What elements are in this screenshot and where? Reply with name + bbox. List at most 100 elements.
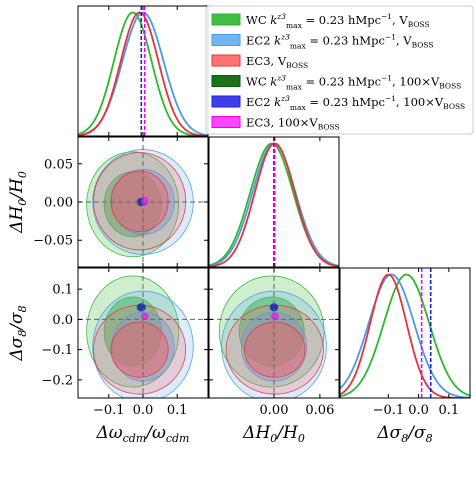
axis-label-part: ΔH: [7, 205, 27, 234]
axis-label-part: Δσ: [7, 336, 27, 361]
x-axis-label-text: Δωcdm/ωcdm: [95, 423, 189, 445]
axis-label-part: 8: [426, 432, 433, 445]
y-tick-label: 0.00: [44, 196, 73, 211]
legend-label-part: BOSS: [286, 61, 308, 70]
legend-label-part: max: [286, 21, 303, 30]
legend-label-part: hMpc: [352, 34, 385, 48]
contour-95-series-0: [86, 151, 180, 258]
legend-label-part: BOSS: [408, 20, 430, 29]
contour-68-series-2: [110, 321, 169, 378]
y-axis-label-text: ΔH0/H0: [7, 171, 29, 234]
legend-label-part: max: [290, 103, 307, 112]
legend-label-part: V: [277, 54, 287, 68]
panel-1d-H0: [209, 137, 339, 267]
legend-label-part: max: [290, 42, 307, 51]
legend-box: [205, 5, 474, 135]
legend-label-series-2: EC3, VBOSS: [246, 54, 308, 70]
x-axis-label-text: Δσ8/σ8: [376, 423, 432, 445]
x-tick-label: −0.1: [373, 403, 405, 418]
posterior-curve-series-0: [78, 11, 208, 136]
legend-label-part: hMpc: [348, 13, 381, 27]
axis-label-part: ΔH: [242, 423, 271, 443]
legend-label-part: −1: [381, 74, 392, 83]
panel-2d-omega_cdm-H0: [78, 137, 208, 267]
y-axis-label-text: Δσ8/σ8: [7, 305, 29, 361]
posterior-curve-series-1: [340, 273, 470, 398]
panel-1d-omega_cdm: [78, 6, 208, 136]
legend-swatch-series-1: [211, 34, 241, 46]
axis-label-part: /ω: [144, 423, 166, 443]
contour-68-series-0: [238, 296, 305, 367]
axis-label-part: 8: [401, 432, 408, 445]
axis-label-part: 0: [16, 199, 29, 206]
legend-label-part: BOSS: [318, 123, 340, 132]
x-tick-label: 0.00: [260, 403, 289, 418]
contour-68-series-5: [272, 314, 278, 319]
legend-swatch-series-2: [211, 54, 241, 67]
legend-label-series-0: WC kz3max = 0.23 hMpc−1, VBOSS: [246, 12, 430, 30]
posterior-curve-series-2: [340, 273, 470, 398]
axis-label-part: 0: [16, 171, 29, 178]
legend-label-part: z3: [276, 74, 286, 83]
x-tick-label: −0.1: [93, 403, 125, 418]
legend-label-part: 100×V: [278, 116, 319, 130]
legend-label-part: , V: [392, 13, 408, 27]
legend-label-part: −1: [385, 94, 396, 103]
axis-label-part: cdm: [123, 432, 147, 445]
legend-label-part: z3: [280, 33, 290, 42]
legend-label-series-5: EC3, 100×VBOSS: [246, 116, 340, 132]
contour-95-series-0: [218, 275, 325, 388]
legend-label-part: z3: [280, 94, 290, 103]
contour-95-series-0: [86, 275, 180, 388]
legend-label-part: WC: [246, 75, 270, 89]
x-axis-label-sigma8: Δσ8/σ8: [376, 423, 432, 445]
axis-label-part: /H: [7, 177, 27, 201]
legend-label-part: k: [274, 95, 281, 109]
legend-label-series-1: EC2 kz3max = 0.23 hMpc−1, VBOSS: [246, 33, 434, 51]
legend-label-part: z3: [276, 12, 286, 21]
axis-label-part: /σ: [7, 312, 27, 332]
x-tick-label: 0.0: [133, 403, 154, 418]
legend-swatch-series-0: [211, 13, 241, 26]
legend-label-part: EC2: [246, 34, 274, 48]
x-tick-label: 0.0: [408, 403, 429, 418]
legend-swatch-series-4: [211, 95, 241, 108]
panel-2d-H0-sigma8: [209, 268, 339, 398]
legend-label-part: , 100×V: [396, 95, 444, 109]
legend-label-part: EC3,: [246, 116, 278, 130]
posterior-curve-series-2: [78, 11, 208, 136]
y-tick-label: 0.05: [44, 157, 73, 172]
legend-swatch-series-5: [211, 116, 241, 128]
legend-label-part: −1: [385, 33, 396, 42]
legend-label-part: hMpc: [348, 75, 381, 89]
axis-label-part: 8: [16, 305, 29, 312]
axis-label-part: Δσ: [376, 423, 401, 443]
legend-label-part: BOSS: [443, 102, 465, 111]
y-tick-label: −0.05: [33, 234, 73, 249]
x-tick-label: 0.1: [167, 403, 188, 418]
legend-label-part: BOSS: [439, 82, 461, 91]
panel-2d-omega_cdm-sigma8: [78, 268, 208, 398]
contour-68-series-2: [244, 321, 306, 378]
legend-label-part: k: [270, 13, 277, 27]
panel-frame: [339, 267, 471, 399]
y-tick-label: −0.1: [41, 343, 73, 358]
legend-label-part: BOSS: [412, 41, 434, 50]
x-axis-label-omega_cdm: Δωcdm/ωcdm: [95, 423, 189, 445]
legend-label-series-3: WC kz3max = 0.23 hMpc−1, 100×VBOSS: [246, 74, 461, 92]
legend-label-part: = 0.23: [302, 75, 348, 89]
legend-label-part: = 0.23: [306, 95, 352, 109]
y-axis-label-H0: ΔH0/H0: [7, 171, 29, 234]
legend-label-part: k: [274, 34, 281, 48]
y-axis-label-sigma8: Δσ8/σ8: [7, 305, 29, 361]
posterior-curve-series-0: [340, 273, 470, 398]
legend-label-part: , 100×V: [392, 75, 440, 89]
axis-label-part: Δω: [95, 423, 122, 443]
axis-label-part: /σ: [406, 423, 426, 443]
x-tick-label: 0.06: [305, 403, 334, 418]
legend-swatch-series-3: [211, 75, 241, 87]
y-tick-label: 0.0: [52, 313, 73, 328]
legend-label-series-4: EC2 kz3max = 0.23 hMpc−1, 100×VBOSS: [246, 94, 465, 112]
